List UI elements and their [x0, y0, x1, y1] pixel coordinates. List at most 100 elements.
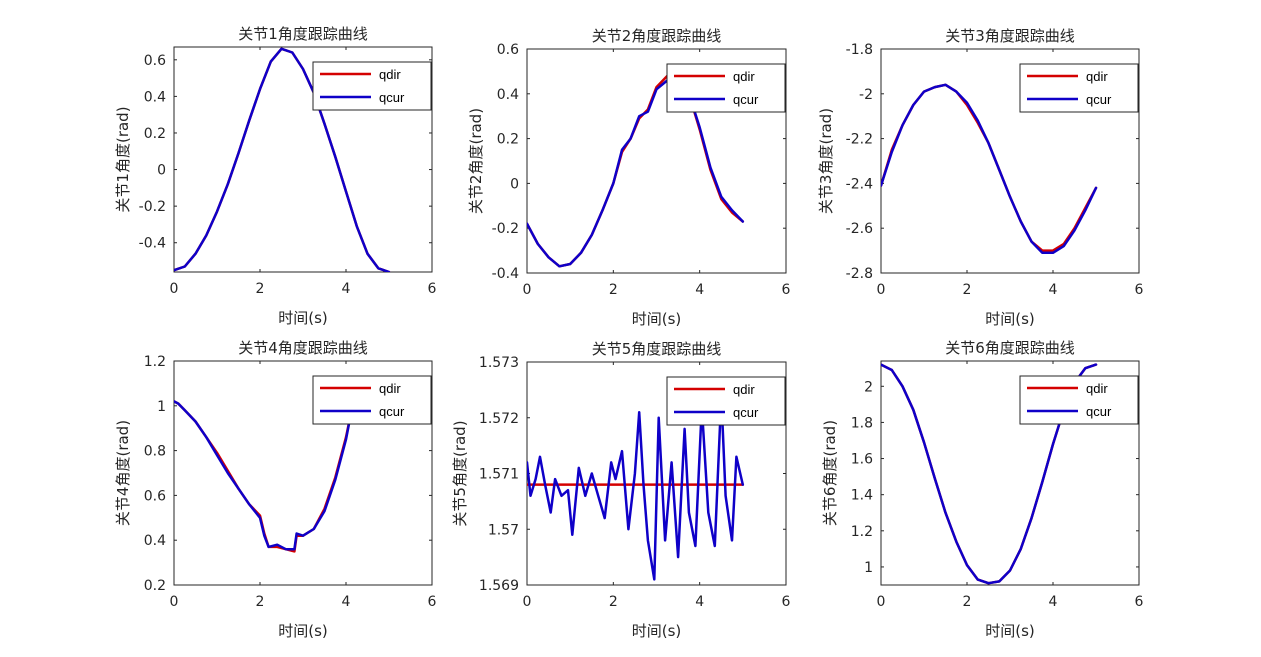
- x-tick-label: 4: [1049, 282, 1058, 298]
- x-tick-label: 2: [963, 594, 972, 610]
- y-tick-label: -2: [859, 87, 873, 103]
- x-tick-label: 4: [1049, 594, 1058, 610]
- y-tick-label: -0.4: [492, 266, 519, 282]
- y-tick-label: 1.4: [851, 488, 873, 504]
- x-tick-label: 4: [342, 281, 351, 297]
- y-axis-label: 关节2角度(rad): [467, 108, 485, 214]
- x-tick-label: 2: [963, 282, 972, 298]
- y-tick-label: -1.8: [846, 42, 873, 58]
- legend-label-qdir: qdir: [733, 382, 755, 397]
- legend-label-qcur: qcur: [1086, 92, 1112, 107]
- x-tick-label: 0: [170, 594, 179, 610]
- y-tick-label: 1.2: [144, 354, 166, 370]
- y-tick-label: -0.2: [139, 199, 166, 215]
- y-tick-label: 0.6: [144, 53, 166, 69]
- legend-box: [666, 63, 786, 113]
- y-axis-label: 关节6角度(rad): [821, 420, 839, 526]
- y-tick-label: 1.6: [851, 452, 873, 468]
- x-tick-label: 0: [877, 282, 886, 298]
- legend-box: [1019, 375, 1139, 425]
- legend-label-qcur: qcur: [379, 90, 405, 105]
- x-tick-label: 4: [695, 594, 704, 610]
- y-tick-label: -2.4: [846, 176, 873, 192]
- y-tick-label: 0: [510, 176, 519, 192]
- series-line-qcur: [174, 47, 391, 272]
- y-tick-label: -2.6: [846, 221, 873, 237]
- x-tick-label: 6: [428, 281, 437, 297]
- legend-box: [1019, 63, 1139, 113]
- y-tick-label: -2.2: [846, 132, 873, 148]
- legend-label-qcur: qcur: [733, 92, 759, 107]
- legend: qdir qcur: [312, 375, 432, 425]
- x-axis-label: 时间(s): [632, 310, 682, 328]
- legend: qdir qcur: [312, 61, 432, 111]
- legend-label-qcur: qcur: [379, 404, 405, 419]
- x-tick-label: 6: [782, 282, 791, 298]
- y-tick-label: 0.8: [144, 444, 166, 460]
- y-tick-label: 1.569: [479, 578, 519, 594]
- chart-title: 关节4角度跟踪曲线: [238, 339, 368, 357]
- x-tick-label: 0: [523, 282, 532, 298]
- y-tick-label: -2.8: [846, 266, 873, 282]
- y-tick-label: 1.8: [851, 415, 873, 431]
- y-axis-label: 关节5角度(rad): [451, 420, 469, 526]
- legend-label-qcur: qcur: [733, 405, 759, 420]
- series-line-qcur: [527, 74, 745, 268]
- y-tick-label: 0.4: [144, 533, 166, 549]
- x-tick-label: 2: [609, 282, 618, 298]
- chart-title: 关节3角度跟踪曲线: [945, 27, 1075, 45]
- x-tick-label: 2: [256, 281, 265, 297]
- y-tick-label: 1: [157, 399, 166, 415]
- chart-title: 关节5角度跟踪曲线: [592, 340, 722, 358]
- series-line-qcur: [527, 394, 745, 581]
- legend-label-qcur: qcur: [1086, 404, 1112, 419]
- legend: qdir qcur: [1019, 375, 1139, 425]
- y-tick-label: 0.6: [497, 42, 519, 58]
- x-tick-label: 2: [256, 594, 265, 610]
- subplot-3: 0 2 4 6 -2.8 -2.6 -2.4 -2.2 -2 -1.8 关节3角度跟踪曲线时间(s)…: [817, 27, 1144, 328]
- x-tick-label: 4: [342, 594, 351, 610]
- legend-label-qdir: qdir: [379, 67, 401, 82]
- x-tick-label: 2: [609, 594, 618, 610]
- y-axis-label: 关节1角度(rad): [114, 106, 132, 212]
- legend-label-qdir: qdir: [1086, 69, 1108, 84]
- y-tick-label: 1.57: [488, 522, 519, 538]
- series-line-qcur: [881, 83, 1098, 255]
- legend: qdir qcur: [666, 376, 786, 426]
- y-tick-label: 0.6: [144, 488, 166, 504]
- x-axis-label: 时间(s): [985, 310, 1035, 328]
- x-axis-label: 时间(s): [278, 622, 328, 640]
- y-axis-label: 关节3角度(rad): [817, 108, 835, 214]
- legend-label-qdir: qdir: [379, 381, 401, 396]
- y-axis-label: 关节4角度(rad): [114, 420, 132, 526]
- legend-box: [666, 376, 786, 426]
- y-tick-label: 1: [864, 560, 873, 576]
- x-axis-label: 时间(s): [632, 622, 682, 640]
- x-tick-label: 0: [523, 594, 532, 610]
- y-tick-label: 0.2: [144, 126, 166, 142]
- x-tick-label: 6: [1135, 594, 1144, 610]
- x-tick-label: 6: [1135, 282, 1144, 298]
- legend-label-qdir: qdir: [733, 69, 755, 84]
- y-tick-label: -0.4: [139, 236, 166, 252]
- x-tick-label: 6: [782, 594, 791, 610]
- y-tick-label: 1.573: [479, 355, 519, 371]
- y-tick-label: 0.4: [497, 87, 519, 103]
- y-tick-label: 0.2: [144, 578, 166, 594]
- chart-title: 关节1角度跟踪曲线: [238, 25, 368, 43]
- y-tick-label: 0.2: [497, 132, 519, 148]
- legend-box: [312, 375, 432, 425]
- x-axis-label: 时间(s): [278, 309, 328, 327]
- subplot-5: 0 2 4 6 1.569 1.57 1.571 1.572 1.573 关节5角度跟踪曲线时间(…: [451, 340, 791, 640]
- chart-title: 关节2角度跟踪曲线: [592, 27, 722, 45]
- legend: qdir qcur: [666, 63, 786, 113]
- legend-box: [312, 61, 432, 111]
- y-tick-label: -0.2: [492, 221, 519, 237]
- chart-title: 关节6角度跟踪曲线: [945, 339, 1075, 357]
- y-tick-label: 0: [157, 163, 166, 179]
- x-tick-label: 4: [695, 282, 704, 298]
